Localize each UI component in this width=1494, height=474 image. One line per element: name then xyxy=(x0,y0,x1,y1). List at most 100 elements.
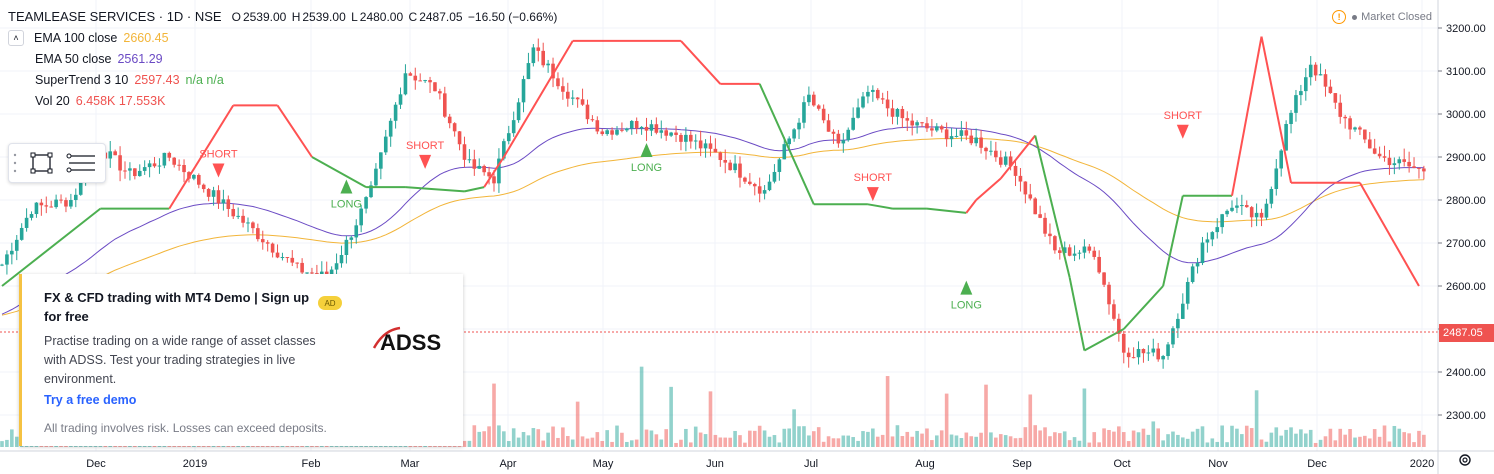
volume-bar xyxy=(728,437,732,447)
candle-body xyxy=(447,116,452,124)
candle-body xyxy=(192,174,196,179)
supertrend-segment xyxy=(168,104,235,210)
supertrend-segment xyxy=(758,83,815,205)
candle-body xyxy=(206,189,211,197)
candle-body xyxy=(133,168,137,177)
volume-bar xyxy=(1392,425,1397,447)
ad-panel[interactable]: FX & CFD trading with MT4 Demo | Sign up… xyxy=(19,274,463,446)
candle-body xyxy=(1008,156,1013,166)
candle-body xyxy=(620,129,624,131)
ema50-line xyxy=(1,126,1424,315)
candle-body xyxy=(1033,198,1037,215)
candle-body xyxy=(1210,232,1215,240)
volume-bar xyxy=(1422,434,1426,447)
candle-body xyxy=(723,159,728,163)
indicator-supertrend[interactable]: SuperTrend 3 10 2597.43 n/a n/a xyxy=(35,72,224,87)
candle-body xyxy=(1377,153,1382,157)
indicator-ema100[interactable]: ˄ EMA 100 close 2660.45 xyxy=(8,27,559,48)
supertrend-segment xyxy=(483,156,505,188)
volume-bar xyxy=(900,436,905,447)
collapse-chevron-icon[interactable]: ˄ xyxy=(8,29,24,46)
volume-bar xyxy=(1358,436,1362,447)
volume-bar xyxy=(1013,438,1018,447)
candle-body xyxy=(1038,214,1042,218)
candle-body xyxy=(1003,156,1008,165)
candle-body xyxy=(1023,181,1028,195)
volume-bar xyxy=(1190,431,1195,447)
candle-body xyxy=(418,80,422,82)
volume-bar xyxy=(994,437,998,447)
rectangle-tool-icon[interactable] xyxy=(30,152,53,174)
volume-bar xyxy=(502,431,506,447)
volume-bar xyxy=(1117,426,1121,447)
settings-gear-icon[interactable] xyxy=(1459,454,1471,466)
volume-bar xyxy=(1333,440,1338,447)
volume-bar xyxy=(521,432,526,447)
volume-bar xyxy=(1048,436,1052,447)
market-status[interactable]: ! Market Closed xyxy=(1332,10,1432,24)
candle-body xyxy=(925,123,929,129)
candle-body xyxy=(10,250,14,255)
candle-body xyxy=(69,200,73,207)
candle-body xyxy=(1279,150,1283,169)
volume-bar xyxy=(487,426,491,447)
candle-body xyxy=(1200,242,1205,264)
candle-body xyxy=(974,137,978,144)
candle-body xyxy=(152,163,157,167)
indicator-ema50[interactable]: EMA 50 close 2561.29 xyxy=(35,51,163,66)
candle-body xyxy=(629,121,634,129)
supertrend-segment xyxy=(1162,195,1184,287)
indicator-volume[interactable]: Vol 20 6.458K 17.553K xyxy=(35,93,166,108)
candle-body xyxy=(570,97,575,99)
try-free-demo-link[interactable]: Try a free demo xyxy=(44,393,137,407)
candle-body xyxy=(295,262,299,264)
volume-bar xyxy=(649,430,654,447)
lines-tool-icon[interactable] xyxy=(66,153,95,173)
candle-body xyxy=(1348,118,1352,130)
candle-body xyxy=(256,228,260,240)
candle-body xyxy=(231,208,236,217)
candle-body xyxy=(1117,318,1121,334)
volume-bar xyxy=(580,436,585,447)
candle-body xyxy=(182,164,186,173)
volume-bar xyxy=(1289,427,1293,447)
candle-body xyxy=(236,215,240,217)
volume-bar xyxy=(831,438,836,447)
candle-body xyxy=(344,239,349,255)
ad-headline[interactable]: FX & CFD trading with MT4 Demo | Sign up… xyxy=(44,290,310,324)
candle-body xyxy=(34,202,39,215)
volume-bar xyxy=(1166,434,1170,447)
volume-bar xyxy=(1067,440,1072,447)
candle-body xyxy=(59,199,63,201)
candle-body xyxy=(393,104,398,121)
candle-body xyxy=(64,200,68,207)
drawing-toolbar[interactable] xyxy=(8,143,106,183)
candle-body xyxy=(1367,139,1372,149)
volume-bar xyxy=(482,431,486,447)
candle-body xyxy=(74,194,78,201)
volume-bar xyxy=(536,429,541,447)
volume-bar xyxy=(526,435,531,447)
volume-bar xyxy=(1343,434,1347,447)
volume-bar xyxy=(939,430,944,447)
candle-body xyxy=(1092,250,1097,257)
ohlc-values: O 2539.00 H 2539.00 L 2480.00 C 2487.05 −16.… xyxy=(231,9,558,24)
ema100-path xyxy=(1,137,1424,316)
volume-bar xyxy=(1087,442,1092,447)
warning-icon[interactable]: ! xyxy=(1332,10,1347,24)
candle-body xyxy=(546,63,550,66)
candle-body xyxy=(1185,281,1190,304)
svg-text:ADSS: ADSS xyxy=(380,330,441,355)
candle-body xyxy=(221,199,226,204)
candle-body xyxy=(1417,167,1421,169)
x-tick-label: Jul xyxy=(804,458,818,470)
candle-body xyxy=(270,243,275,253)
candle-body xyxy=(241,215,245,223)
candle-body xyxy=(1304,77,1308,92)
volume-bar xyxy=(969,436,974,447)
candle-body xyxy=(1289,112,1293,125)
candle-body xyxy=(1244,205,1249,208)
candle-body xyxy=(118,155,122,171)
volume-bar xyxy=(629,440,634,447)
